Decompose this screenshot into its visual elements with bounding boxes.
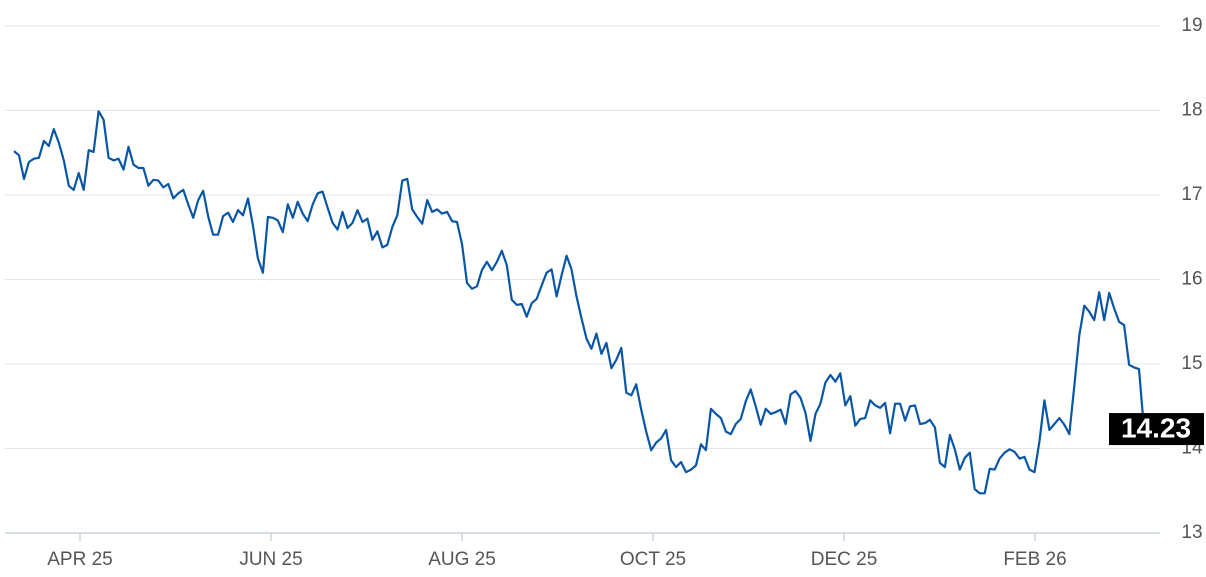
price-line	[13, 110, 1146, 495]
y-tick-label: 18	[1181, 100, 1202, 121]
y-tick-label: 19	[1181, 15, 1202, 36]
x-tick-label: JUN 25	[239, 549, 302, 570]
x-tick-label: DEC 25	[811, 549, 878, 570]
x-tick-label: APR 25	[47, 549, 112, 570]
last-value-tag: 14.23	[1109, 412, 1204, 446]
y-tick-label: 17	[1181, 184, 1202, 205]
x-tick-label: OCT 25	[620, 549, 686, 570]
y-tick-label: 16	[1181, 269, 1202, 290]
y-tick-label: 15	[1181, 353, 1202, 374]
x-tick-label: AUG 25	[428, 549, 496, 570]
tag-box	[1109, 413, 1204, 446]
last-value-label: 14.23	[1121, 412, 1191, 443]
y-tick-label: 13	[1181, 522, 1202, 543]
x-tick-label: FEB 26	[1003, 549, 1066, 570]
